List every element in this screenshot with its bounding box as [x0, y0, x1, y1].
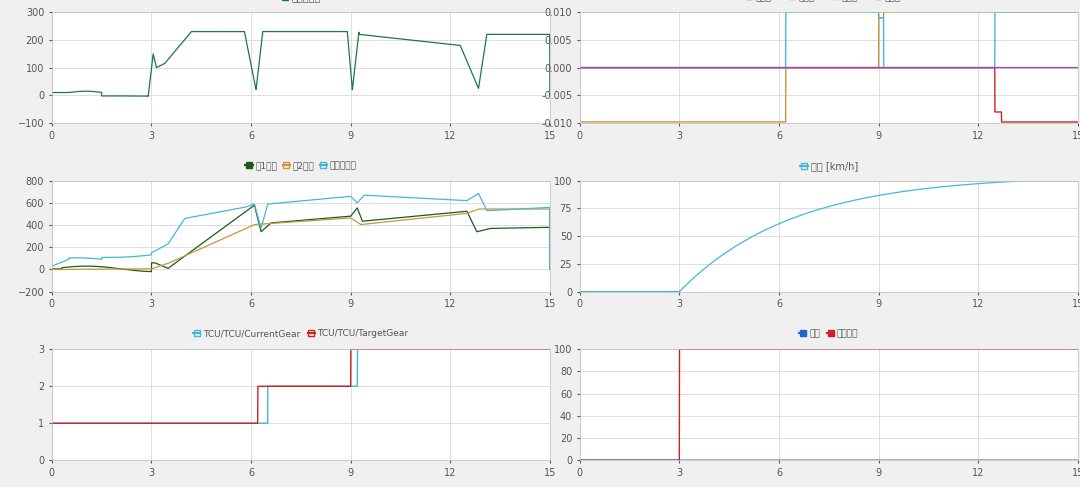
Legend: 杧1转速, 杧2转速, 发动机转速: 杧1转速, 杧2转速, 发动机转速 [245, 161, 356, 170]
Legend: 车速 [km/h]: 车速 [km/h] [800, 161, 858, 171]
Legend: TCU/TCU/CurrentGear, TCU/TCU/TargetGear: TCU/TCU/CurrentGear, TCU/TCU/TargetGear [193, 329, 408, 338]
Legend: 发动机力矩: 发动机力矩 [281, 0, 321, 2]
Legend: 同步妇57, 同步妇24, 同步妇13, 同步妇6R: 同步妇57, 同步妇24, 同步妇13, 同步妇6R [745, 0, 913, 1]
Legend: 刹车, 油门蹏板: 刹车, 油门蹏板 [799, 329, 859, 338]
